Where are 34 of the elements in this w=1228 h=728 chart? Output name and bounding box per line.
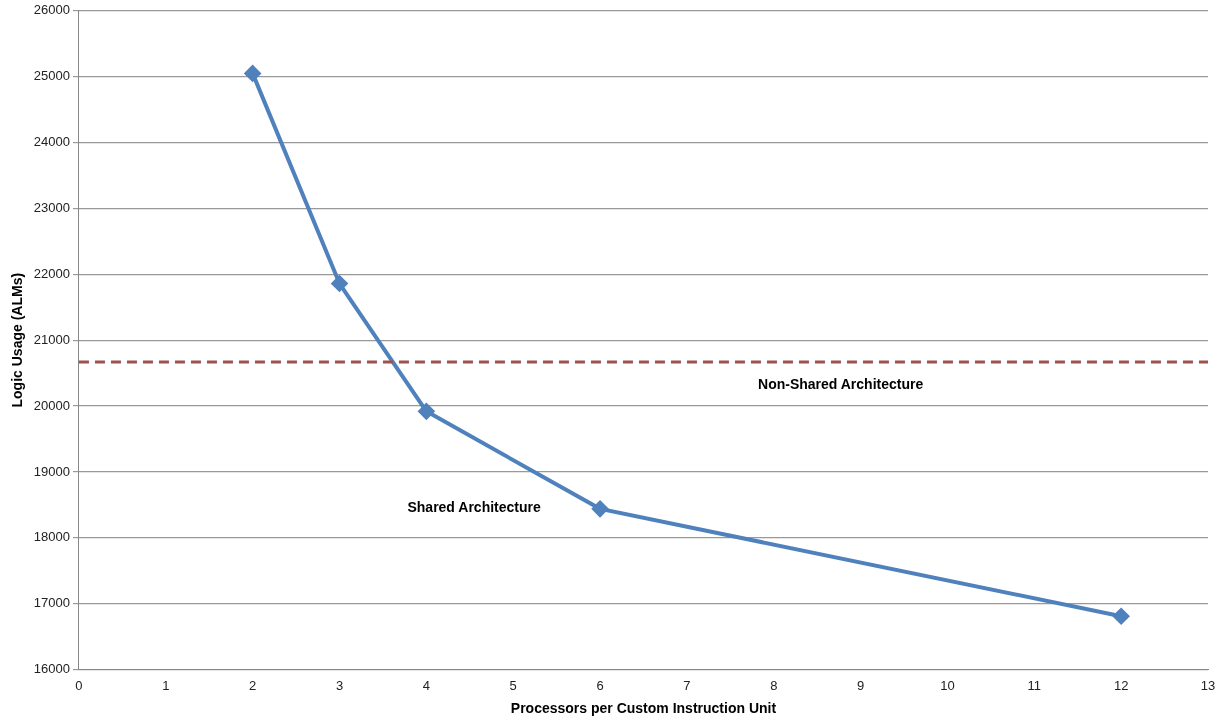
y-tick-label: 25000 xyxy=(33,68,70,84)
y-tick-label: 18000 xyxy=(33,529,70,545)
point xyxy=(418,403,435,420)
x-tick-label: 5 xyxy=(509,677,517,693)
y-tick-label: 20000 xyxy=(33,397,70,413)
x-tick-label: 12 xyxy=(1113,677,1129,693)
y-tick-label: 22000 xyxy=(33,265,70,281)
x-tick-label: 2 xyxy=(249,677,257,693)
y-tick-label: 23000 xyxy=(33,200,70,216)
x-tick-label: 10 xyxy=(940,677,955,693)
point xyxy=(244,65,261,82)
x-tick-label: 11 xyxy=(1027,677,1042,693)
y-tick-label: 26000 xyxy=(33,2,70,18)
x-tick-label: 1 xyxy=(162,677,170,693)
y-tick-label: 19000 xyxy=(33,463,70,479)
x-tick-label: 6 xyxy=(596,677,604,693)
y-axis-title: Logic Usage (ALMs) xyxy=(9,272,26,408)
y-tick-label: 16000 xyxy=(33,661,70,677)
x-axis-title: Processors per Custom Instruction Unit xyxy=(510,700,777,717)
x-tick-label: 3 xyxy=(335,677,344,693)
x-tick-label: 13 xyxy=(1200,677,1216,693)
y-tick-label: 21000 xyxy=(33,331,70,347)
point xyxy=(592,500,609,517)
point xyxy=(331,275,348,292)
point xyxy=(1113,608,1130,625)
y-tick-label: 17000 xyxy=(33,595,70,611)
y-tick-label: 24000 xyxy=(33,134,70,150)
x-tick-label: 8 xyxy=(770,677,778,693)
x-tick-label: 4 xyxy=(422,677,430,693)
x-tick-label: 9 xyxy=(856,677,865,693)
x-tick-label: 7 xyxy=(683,677,691,693)
x-tick-label: 0 xyxy=(75,677,83,693)
annotation: Shared Architecture xyxy=(407,499,541,516)
ref-line-label: Non-Shared Architecture xyxy=(758,375,924,392)
